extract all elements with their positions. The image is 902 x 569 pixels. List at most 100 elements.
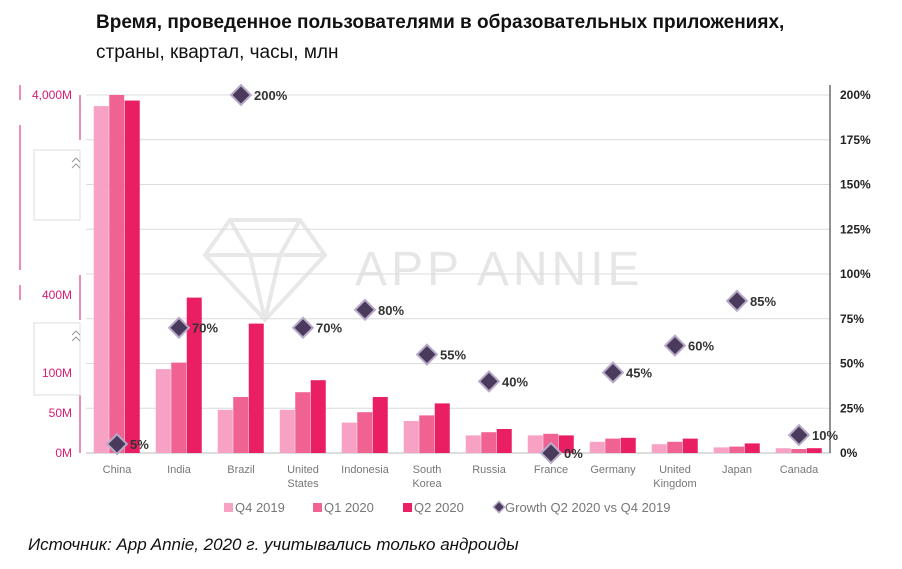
growth-label: 5% bbox=[130, 437, 149, 452]
right-tick-label: 25% bbox=[840, 401, 864, 415]
category-label: South Korea bbox=[412, 464, 442, 490]
axis-break-icon bbox=[71, 330, 81, 342]
growth-marker bbox=[539, 441, 563, 465]
growth-marker bbox=[291, 316, 315, 340]
right-tick-label: 75% bbox=[840, 312, 864, 326]
legend-swatch bbox=[403, 503, 412, 512]
bar bbox=[744, 443, 760, 453]
growth-marker bbox=[105, 432, 129, 456]
bar bbox=[372, 397, 388, 453]
legend-label: Q4 2019 bbox=[235, 500, 285, 515]
bar bbox=[481, 432, 497, 453]
growth-label: 40% bbox=[502, 374, 528, 389]
growth-label: 55% bbox=[440, 348, 466, 363]
growth-label: 60% bbox=[688, 339, 714, 354]
right-tick-label: 100% bbox=[840, 267, 871, 281]
bar bbox=[233, 397, 249, 453]
bar bbox=[434, 403, 450, 453]
bar bbox=[357, 412, 373, 453]
growth-label: 80% bbox=[378, 303, 404, 318]
category-label: Japan bbox=[722, 464, 752, 476]
bar bbox=[403, 421, 419, 453]
bar bbox=[651, 444, 667, 453]
category-label: France bbox=[534, 464, 568, 476]
axis-break-box bbox=[33, 322, 81, 396]
growth-label: 70% bbox=[192, 321, 218, 336]
category-label: Germany bbox=[590, 464, 636, 476]
chart-title: Время, проведенное пользователями в обра… bbox=[96, 12, 785, 33]
left-tick-label: 400M bbox=[42, 288, 72, 302]
category-label: Brazil bbox=[227, 464, 255, 476]
category-label: China bbox=[103, 464, 133, 476]
category-label: India bbox=[167, 464, 192, 476]
bar bbox=[620, 437, 636, 453]
growth-marker bbox=[167, 316, 191, 340]
growth-label: 200% bbox=[254, 88, 288, 103]
bar bbox=[465, 435, 481, 453]
bar bbox=[713, 447, 729, 453]
growth-marker bbox=[229, 83, 253, 107]
right-tick-label: 175% bbox=[840, 133, 871, 147]
bar bbox=[589, 441, 605, 453]
bar bbox=[186, 297, 202, 453]
growth-series: 5% 70% 200% 70% 80% 55% 40% 0% 45% 60% 85% 10% bbox=[105, 83, 838, 465]
left-tick-label: 4,000M bbox=[32, 88, 72, 102]
category-label: Russia bbox=[472, 464, 507, 476]
axis-break bbox=[19, 85, 81, 396]
diamond-logo-icon bbox=[202, 218, 328, 323]
bar bbox=[109, 95, 125, 453]
right-tick-label: 0% bbox=[840, 446, 858, 460]
bar bbox=[806, 448, 822, 453]
legend-label: Q2 2020 bbox=[414, 500, 464, 515]
growth-marker bbox=[787, 423, 811, 447]
growth-marker bbox=[477, 370, 501, 393]
left-tick-label: 100M bbox=[42, 366, 72, 380]
growth-marker bbox=[415, 343, 439, 366]
growth-label: 85% bbox=[750, 294, 776, 309]
legend-label: Q1 2020 bbox=[324, 500, 374, 515]
category-label: Canada bbox=[780, 464, 819, 476]
right-axis: 200% 175% 150% 125% 100% 75% 50% 25% 0% bbox=[840, 88, 871, 460]
bar bbox=[775, 448, 791, 453]
right-tick-label: 125% bbox=[840, 222, 871, 236]
left-axis: 4,000M 400M 100M 50M 0M bbox=[32, 88, 72, 460]
bar bbox=[171, 362, 187, 453]
legend-swatch bbox=[492, 500, 506, 514]
bar bbox=[93, 106, 109, 453]
bar bbox=[279, 409, 295, 453]
bar bbox=[729, 446, 745, 453]
watermark-text: APP ANNIE bbox=[355, 243, 644, 296]
bar bbox=[527, 435, 543, 453]
growth-label: 0% bbox=[564, 446, 583, 461]
bar bbox=[341, 422, 357, 453]
source-note: Источник: App Annie, 2020 г. учитывались… bbox=[28, 535, 519, 554]
bar bbox=[295, 392, 311, 453]
category-label: United Kingdom bbox=[653, 464, 696, 490]
category-label: United States bbox=[287, 464, 319, 490]
bar bbox=[124, 100, 140, 454]
chart-subtitle: страны, квартал, часы, млн bbox=[96, 42, 339, 63]
growth-marker bbox=[601, 361, 625, 384]
axis-break-icon bbox=[71, 157, 81, 169]
growth-marker bbox=[353, 298, 377, 322]
left-tick-label: 0M bbox=[55, 446, 72, 460]
right-tick-label: 200% bbox=[840, 88, 871, 102]
growth-label: 45% bbox=[626, 365, 652, 380]
legend-swatch bbox=[313, 503, 322, 512]
growth-label: 10% bbox=[812, 428, 838, 443]
legend-swatch bbox=[224, 503, 233, 512]
axis-break-box bbox=[33, 149, 81, 221]
category-axis: China India Brazil United States Indonesia Sou… bbox=[103, 464, 820, 490]
bar bbox=[248, 323, 264, 453]
growth-marker bbox=[663, 334, 687, 357]
grid bbox=[79, 85, 831, 454]
watermark: APP ANNIE bbox=[202, 218, 644, 323]
growth-label: 70% bbox=[316, 321, 342, 336]
bar bbox=[667, 441, 683, 453]
right-tick-label: 150% bbox=[840, 178, 871, 192]
bar bbox=[155, 369, 171, 453]
bar bbox=[496, 429, 512, 453]
legend-label: Growth Q2 2020 vs Q4 2019 bbox=[505, 500, 670, 515]
bar bbox=[419, 415, 435, 453]
bar bbox=[605, 438, 621, 453]
